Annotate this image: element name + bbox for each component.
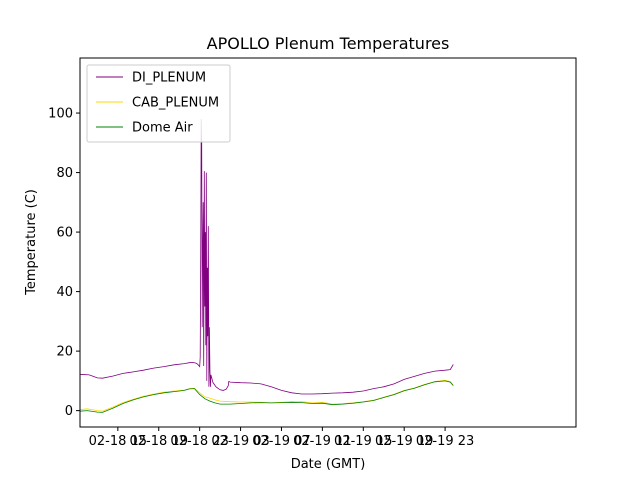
- x-tick-label: 02-18 19: [130, 434, 188, 449]
- x-tick-label: 02-19 19: [375, 434, 433, 449]
- x-tick-label: 02-19 11: [293, 434, 351, 449]
- plot-frame: [79, 57, 577, 428]
- y-tick-label: 80: [56, 166, 73, 181]
- x-tick-label: 02-19 07: [252, 434, 310, 449]
- x-tick-label: 02-19 03: [211, 434, 269, 449]
- legend-box: [86, 64, 231, 143]
- series-layer: [79, 118, 454, 413]
- x-tick-label: 02-19 15: [334, 434, 392, 449]
- chart-title: APOLLO Plenum Temperatures: [207, 34, 450, 53]
- legend: DI_PLENUM CAB_PLENUM Dome Air: [86, 64, 231, 143]
- legend-label: DI_PLENUM: [132, 71, 206, 86]
- legend-label: CAB_PLENUM: [132, 96, 219, 111]
- legend-label: Dome Air: [132, 121, 193, 136]
- y-axis: 0 20 40 60 80 100: [48, 107, 80, 419]
- series-line-di-plenum: [79, 118, 454, 395]
- y-tick-label: 40: [56, 285, 73, 300]
- series-line-cab-plenum: [79, 379, 454, 412]
- y-tick-label: 0: [65, 404, 73, 419]
- series-line-dome-air: [79, 380, 454, 413]
- x-axis-label: Date (GMT): [291, 457, 366, 472]
- x-tick-label: 02-18 23: [170, 434, 228, 449]
- y-axis-label: Temperature (C): [24, 189, 39, 296]
- y-tick-label: 60: [56, 226, 73, 241]
- x-tick-label: 02-19 23: [416, 434, 474, 449]
- x-tick-label: 02-18 15: [89, 434, 147, 449]
- y-tick-label: 20: [56, 345, 73, 360]
- y-tick-label: 100: [48, 107, 73, 122]
